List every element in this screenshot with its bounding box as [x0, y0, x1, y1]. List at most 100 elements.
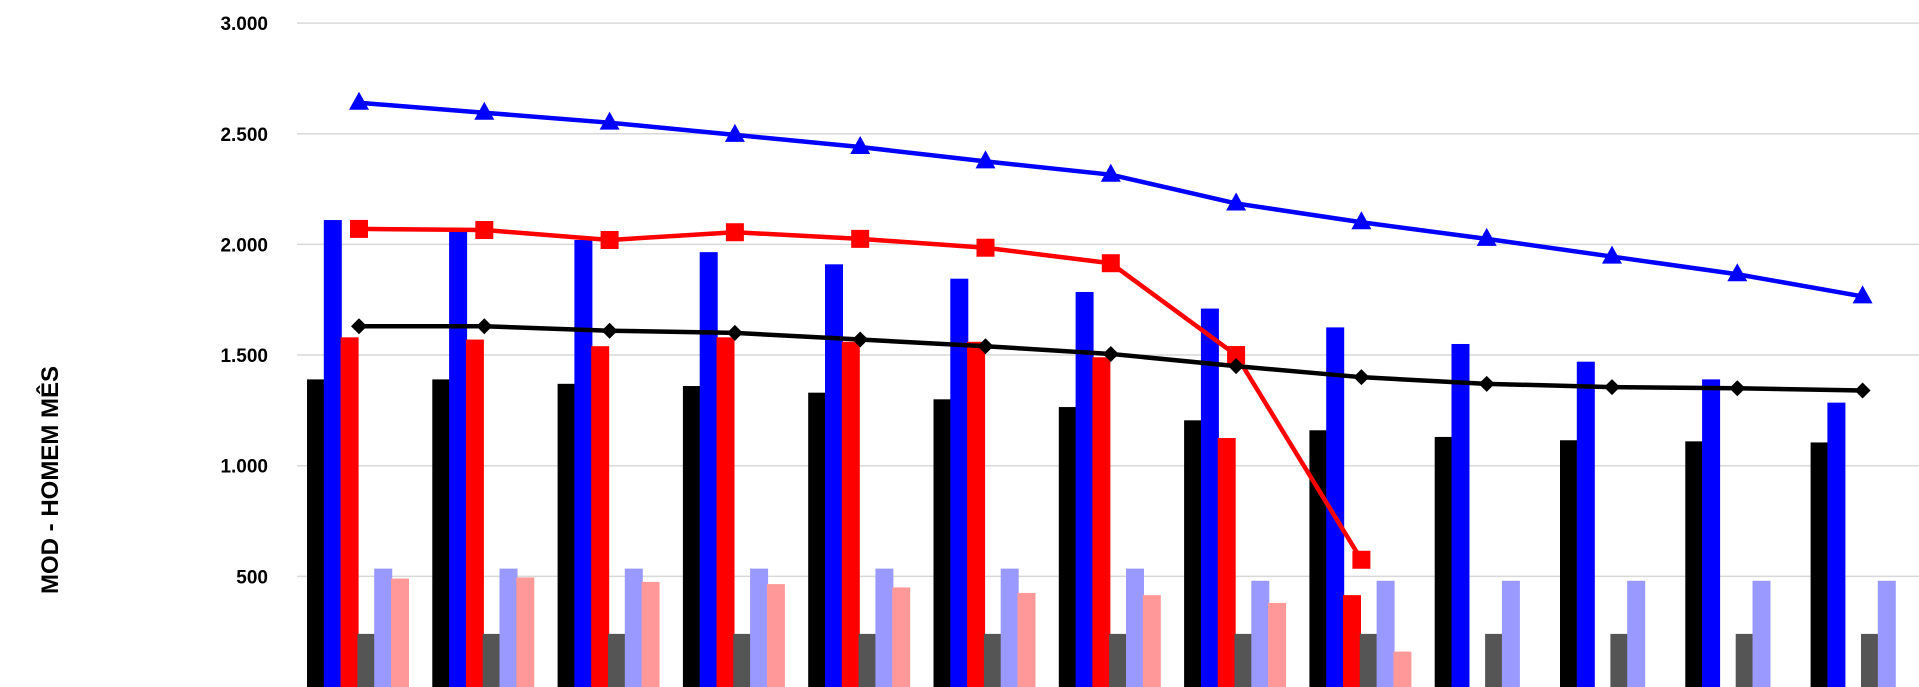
bar-s4-g3 — [608, 633, 626, 687]
bar-s2-g10 — [1451, 343, 1470, 687]
bar-s2-g6 — [950, 278, 969, 687]
bar-s5-g6 — [1000, 568, 1019, 687]
bar-s3-g2 — [465, 339, 484, 687]
line-1-point-9 — [1351, 211, 1372, 230]
line-3-point-5 — [852, 331, 869, 348]
bar-s2-g2 — [449, 231, 468, 687]
bar-s4-g2 — [482, 633, 501, 687]
line-2-point-7 — [1101, 254, 1120, 273]
bar-s4-g13 — [1861, 633, 1879, 687]
line-1-point-7 — [1100, 163, 1121, 182]
bar-s5-g1 — [374, 568, 393, 687]
bar-s1-g9 — [1309, 430, 1328, 687]
bar-s3-g6 — [967, 341, 986, 687]
bar-s2-g1 — [323, 220, 342, 687]
bar-s6-g6 — [1017, 592, 1036, 687]
bar-s3-g5 — [841, 341, 860, 687]
bar-s2-g12 — [1702, 379, 1721, 687]
y-tick-label: 500 — [236, 567, 268, 588]
bar-s4-g4 — [733, 633, 752, 687]
bar-s1-g3 — [557, 383, 576, 687]
y-tick-label: 3.000 — [220, 14, 268, 35]
bar-s2-g9 — [1326, 327, 1345, 687]
bar-s4-g6 — [983, 633, 1002, 687]
bar-s6-g1 — [391, 578, 409, 687]
bar-s5-g9 — [1376, 580, 1395, 687]
bar-s1-g2 — [432, 379, 451, 687]
bar-s4-g11 — [1610, 633, 1629, 687]
bar-s1-g11 — [1560, 440, 1578, 687]
bar-s4-g12 — [1735, 633, 1754, 687]
bar-s5-g2 — [499, 568, 518, 687]
bar-s5-g8 — [1251, 580, 1270, 687]
line-3-point-9 — [1353, 369, 1370, 386]
line-1-point-1 — [349, 91, 369, 110]
y-tick-label: 2.500 — [220, 125, 268, 146]
bar-s2-g7 — [1075, 291, 1094, 687]
line-2-point-4 — [725, 223, 744, 242]
line-1-point-5 — [850, 136, 871, 155]
bar-s2-g13 — [1827, 402, 1846, 687]
line-2-point-3 — [600, 230, 619, 249]
bar-s5-g5 — [875, 568, 894, 687]
bar-s3-g3 — [591, 346, 610, 687]
line-3-point-13 — [1854, 382, 1871, 399]
bar-s5-g11 — [1627, 580, 1646, 687]
y-tick-label: 2.000 — [220, 235, 268, 256]
bar-s5-g13 — [1877, 580, 1896, 687]
bar-s2-g4 — [699, 252, 718, 687]
bar-s6-g2 — [516, 577, 535, 687]
line-3-point-1 — [351, 318, 367, 335]
line-2-point-8 — [1227, 346, 1246, 365]
bar-s1-g12 — [1685, 441, 1704, 687]
bar-series — [307, 220, 1896, 687]
line-1-point-13 — [1852, 285, 1873, 304]
bar-s5-g12 — [1752, 580, 1771, 687]
line-3-point-10 — [1478, 375, 1495, 392]
line-1-point-10 — [1476, 227, 1497, 246]
line-1-point-12 — [1727, 263, 1748, 282]
line-1-point-3 — [599, 111, 620, 130]
bar-s1-g1 — [307, 379, 325, 687]
bar-s1-g13 — [1810, 442, 1829, 687]
bar-s3-g8 — [1217, 438, 1236, 687]
bar-s1-g6 — [933, 399, 952, 687]
line-2-point-5 — [851, 229, 870, 248]
line-3-point-3 — [601, 322, 618, 339]
bar-s4-g7 — [1109, 633, 1128, 687]
line-1-point-11 — [1602, 245, 1622, 264]
line-2-point-9 — [1352, 550, 1371, 569]
bar-s2-g8 — [1200, 308, 1219, 687]
line-1-point-4 — [724, 123, 745, 142]
line-3-point-7 — [1102, 345, 1119, 362]
line-3-point-11 — [1604, 379, 1620, 396]
bar-s4-g9 — [1359, 633, 1378, 687]
line-3-point-2 — [476, 318, 493, 335]
bar-s1-g8 — [1184, 420, 1203, 687]
bar-s3-g4 — [716, 337, 735, 687]
bar-s5-g3 — [624, 568, 643, 687]
line-2-point-1 — [350, 219, 368, 238]
line-3-point-6 — [977, 338, 994, 355]
bar-s6-g9 — [1393, 651, 1412, 687]
bar-s6-g8 — [1268, 602, 1287, 687]
line-1-point-6 — [975, 150, 996, 169]
bar-s2-g11 — [1576, 361, 1595, 687]
line-3-point-12 — [1729, 380, 1746, 397]
bar-s1-g5 — [808, 392, 827, 687]
bar-s5-g7 — [1126, 568, 1144, 687]
line-1-point-8 — [1226, 192, 1247, 211]
bar-s5-g4 — [750, 568, 769, 687]
line-2-point-6 — [976, 238, 995, 257]
line-2-point-2 — [475, 221, 494, 240]
bar-s5-g10 — [1501, 580, 1520, 687]
bar-s3-g7 — [1092, 357, 1111, 687]
bar-s4-g8 — [1234, 633, 1253, 687]
y-axis-title: MOD - HOMEM MÊS — [36, 366, 64, 594]
bar-s4-g5 — [858, 633, 877, 687]
line-3-point-8 — [1228, 358, 1245, 375]
bar-s4-g1 — [357, 633, 376, 687]
line-series — [349, 91, 1873, 569]
line-3-point-4 — [726, 324, 743, 341]
